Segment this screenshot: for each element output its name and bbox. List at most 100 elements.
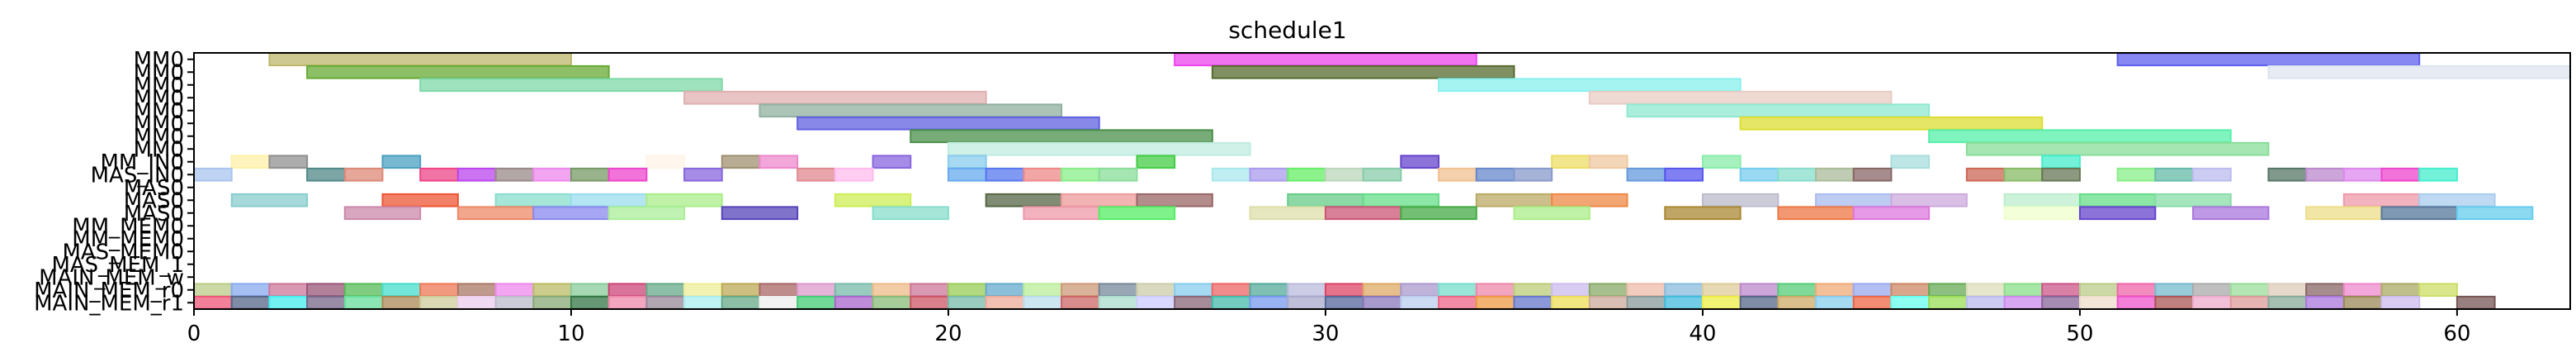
gantt-bar	[2267, 167, 2308, 182]
gantt-bar	[193, 295, 233, 310]
gantt-bar	[1136, 295, 1176, 310]
y-tick-label: MAS_MEM0	[62, 240, 184, 264]
gantt-bar	[419, 78, 723, 93]
x-tick-label: 10	[557, 322, 584, 346]
gantt-bar	[193, 167, 233, 182]
y-tick-label: MM_MEM0	[72, 227, 184, 252]
gantt-bar	[1023, 295, 1063, 310]
gantt-bar	[910, 129, 1213, 144]
gantt-bar	[834, 283, 874, 298]
gantt-bar	[2041, 167, 2081, 182]
gantt-bar	[1815, 167, 1855, 182]
gantt-bar	[985, 283, 1025, 298]
x-tick-label: 20	[934, 322, 962, 346]
gantt-bar	[343, 283, 384, 298]
gantt-bar	[2342, 193, 2421, 207]
gantt-bar	[796, 167, 836, 182]
gantt-bar	[1362, 167, 1402, 182]
gantt-bar	[2418, 283, 2458, 298]
x-tick-label: 50	[2066, 322, 2093, 346]
gantt-bar	[721, 295, 761, 310]
gantt-bar	[2078, 283, 2119, 298]
gantt-bar	[268, 283, 309, 298]
gantt-bar	[1362, 295, 1402, 310]
gantt-bar	[1023, 167, 1063, 182]
gantt-bar	[2041, 283, 2081, 298]
gantt-bar	[1890, 155, 1931, 169]
gantt-bar	[1211, 167, 1251, 182]
gantt-bar	[1965, 167, 2006, 182]
gantt-bar	[1551, 295, 1591, 310]
gantt-bar	[1815, 295, 1855, 310]
gantt-bar	[456, 206, 535, 221]
gantt-bar	[1701, 295, 1742, 310]
gantt-bar	[268, 52, 572, 67]
gantt-bar	[1965, 283, 2006, 298]
gantt-bar	[1061, 283, 1100, 298]
gantt-bar	[1136, 155, 1176, 169]
gantt-bar	[230, 283, 271, 298]
gantt-bar	[2041, 295, 2081, 310]
gantt-bar	[1739, 283, 1780, 298]
gantt-bar	[1664, 206, 1742, 221]
gantt-bar	[1664, 295, 1704, 310]
gantt-bar	[1098, 283, 1138, 298]
gantt-bar	[1249, 295, 1289, 310]
gantt-bar	[1400, 206, 1477, 221]
gantt-bar	[1852, 206, 1931, 221]
gantt-bar	[683, 295, 723, 310]
gantt-bar	[947, 155, 987, 169]
gantt-bar	[2380, 167, 2421, 182]
gantt-bar	[2342, 295, 2383, 310]
gantt-bar	[2003, 193, 2081, 207]
gantt-bar	[1739, 295, 1780, 310]
gantt-bar	[306, 64, 610, 79]
gantt-bar	[1400, 283, 1440, 298]
gantt-bar	[230, 193, 309, 207]
gantt-bar	[1513, 167, 1553, 182]
gantt-bar	[1023, 283, 1063, 298]
gantt-bar	[1324, 295, 1364, 310]
gantt-bar	[1438, 295, 1477, 310]
gantt-bar	[1174, 52, 1477, 67]
y-tick-label: MM_MEM0	[72, 214, 184, 239]
chart-title: schedule1	[1228, 17, 1346, 44]
gantt-bar	[1061, 295, 1100, 310]
gantt-bar	[2229, 283, 2270, 298]
gantt-bar	[532, 295, 572, 310]
y-tick-label: MAIN_MEM_r1	[34, 291, 184, 316]
gantt-bar	[1626, 295, 1666, 310]
y-tick-label: MM0	[134, 125, 184, 150]
gantt-bar	[872, 206, 949, 221]
gantt-bar	[1513, 283, 1553, 298]
gantt-bar	[1815, 283, 1855, 298]
gantt-bar	[494, 295, 535, 310]
gantt-bar	[1777, 167, 1817, 182]
gantt-bar	[1287, 295, 1326, 310]
gantt-bar	[1061, 193, 1138, 207]
gantt-bar	[1551, 193, 1628, 207]
gantt-bar	[1400, 155, 1440, 169]
gantt-bar	[645, 283, 686, 298]
gantt-bar	[721, 206, 799, 221]
gantt-bar	[2418, 193, 2496, 207]
gantt-bar	[759, 155, 799, 169]
gantt-bar	[2003, 283, 2044, 298]
gantt-bar	[1701, 155, 1742, 169]
y-tick-label: MAS_IN0	[91, 163, 184, 188]
gantt-bar	[532, 167, 572, 182]
gantt-bar	[2003, 167, 2044, 182]
gantt-bar	[947, 283, 987, 298]
gantt-bar	[947, 167, 987, 182]
y-tick-label: MAS0	[124, 202, 184, 226]
gantt-bar	[2116, 167, 2157, 182]
gantt-bar	[2305, 295, 2345, 310]
gantt-bar	[1362, 283, 1402, 298]
y-tick-label: MM0	[134, 137, 184, 162]
gantt-bar	[1098, 167, 1138, 182]
gantt-bar	[2418, 167, 2458, 182]
gantt-bar	[230, 155, 271, 169]
gantt-bar	[343, 206, 422, 221]
gantt-bar	[721, 155, 761, 169]
gantt-bar	[570, 283, 610, 298]
